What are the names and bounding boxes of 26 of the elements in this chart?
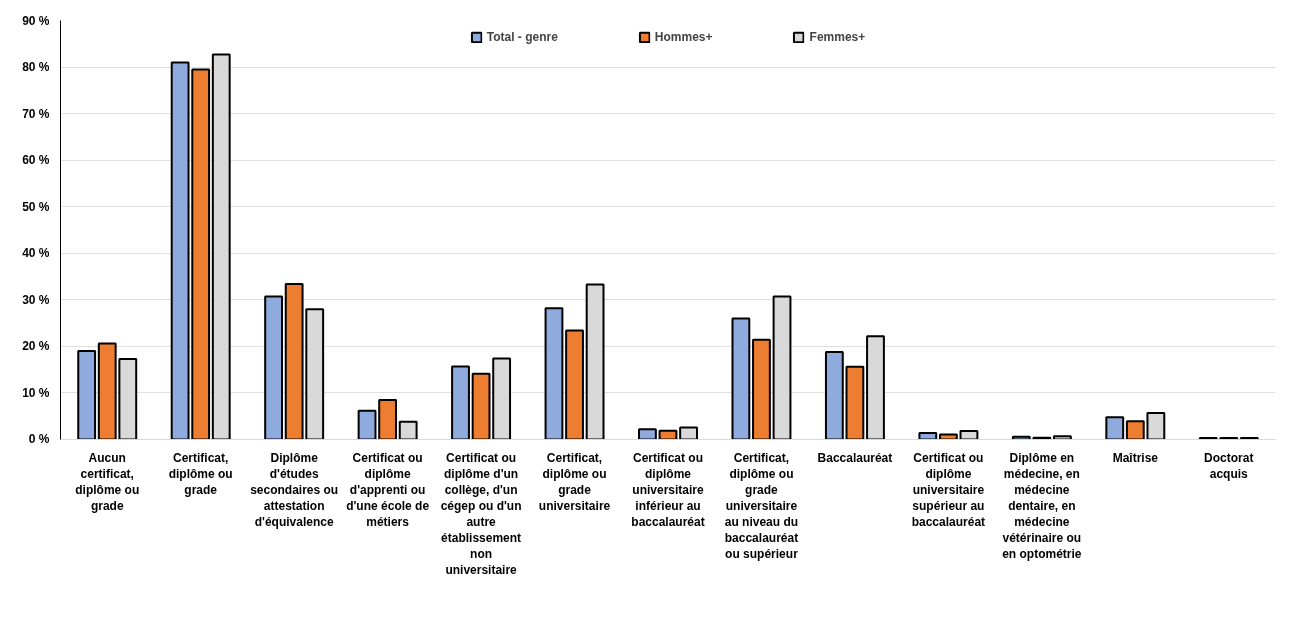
y-tick-label: 50 %: [22, 199, 50, 214]
x-tick-label: Certificat ou diplôme universitaire supérieur au baccalauréat: [911, 450, 986, 530]
x-tick-label: Diplôme en médecine, en médecine dentaire, en médecine vétérinaire ou en optométrie: [1002, 450, 1082, 562]
y-tick-label: 30 %: [22, 292, 50, 307]
y-tick-label: 70 %: [22, 106, 50, 121]
x-tick-label: Certificat ou diplôme d'apprenti ou d'une école de métiers: [346, 450, 430, 530]
x-tick-label: Doctorat acquis: [1204, 450, 1254, 481]
x-tick-label: Certificat ou diplôme d'un collège, d'un cégep ou d'un autre établissement non universitaire: [440, 450, 522, 578]
legend-label: Total - genre: [486, 30, 558, 44]
x-tick-label: Maîtrise: [1112, 450, 1159, 465]
x-tick-label: Certificat ou diplôme universitaire inférieur au baccalauréat: [631, 450, 705, 530]
x-tick-label: Aucun certificat, diplôme ou grade: [75, 450, 140, 514]
y-tick-label: 0 %: [28, 431, 50, 446]
y-tick-label: 10 %: [22, 385, 50, 400]
x-tick-label: Certificat, diplôme ou grade: [168, 450, 233, 497]
x-tick-label: Certificat, diplôme ou grade universitaire au niveau du baccalauréat ou supérieur: [724, 450, 799, 562]
x-tick-label: Certificat, diplôme ou grade universitaire: [538, 450, 611, 514]
y-tick-label: 20 %: [22, 339, 50, 354]
y-tick-label: 60 %: [22, 153, 50, 168]
y-tick-label: 40 %: [22, 246, 50, 261]
legend-label: Hommes+: [654, 30, 713, 44]
y-tick-label: 80 %: [22, 60, 50, 75]
y-tick-label: 90 %: [22, 13, 50, 28]
legend-label: Femmes+: [809, 30, 866, 44]
x-tick-label: Diplôme d'études secondaires ou attestation d'équivalence: [250, 450, 339, 530]
x-tick-label: Baccalauréat: [817, 450, 893, 465]
